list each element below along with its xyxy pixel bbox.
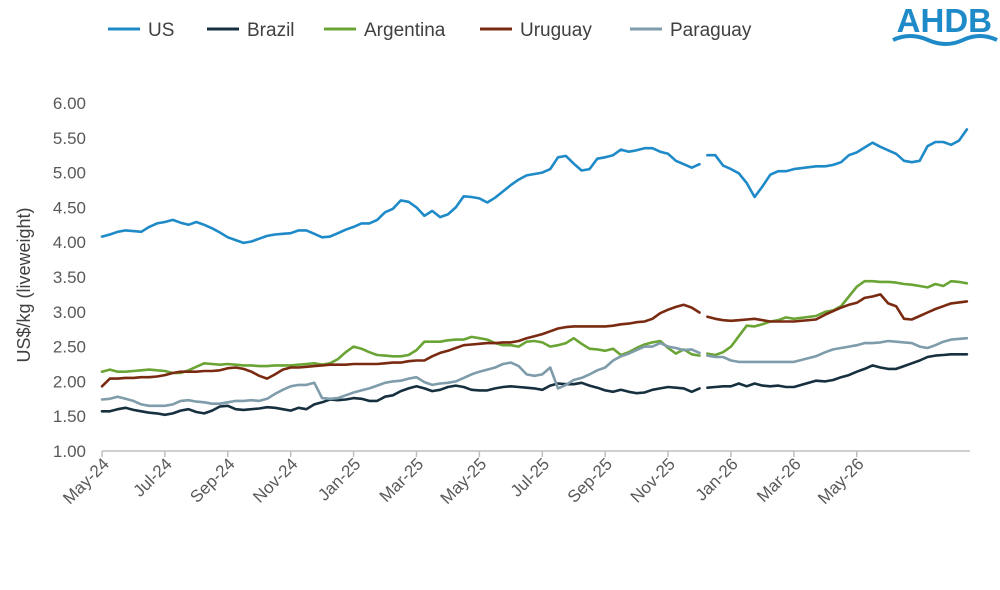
series-line-us-1 — [100, 146, 701, 245]
y-tick-label: 6.00 — [53, 94, 86, 113]
y-tick-label: 3.50 — [53, 268, 86, 287]
x-tick-label: May-26 — [814, 454, 868, 508]
series-line-uruguay-2 — [706, 293, 969, 323]
series-line-uruguay-1 — [100, 303, 701, 388]
y-tick-label: 3.00 — [53, 303, 86, 322]
series-line-us-2 — [706, 128, 969, 199]
x-tick-label: Jul-25 — [507, 454, 553, 500]
series-line-argentina-1 — [100, 335, 701, 375]
x-tick-label: May-24 — [59, 454, 113, 508]
logo-text: AHDB — [897, 2, 992, 39]
x-tick-label: Nov-24 — [249, 454, 301, 506]
y-tick-label: 2.50 — [53, 338, 86, 357]
x-tick-label: Nov-25 — [627, 454, 679, 506]
chart-legend: US Brazil Argentina Uruguay Paraguay — [108, 20, 752, 41]
y-axis-ticks: 6.00 5.50 5.00 4.50 4.00 3.50 3.00 2.50 2.00 1.50… — [53, 94, 86, 461]
series-line-brazil-1 — [100, 381, 701, 417]
x-axis-ticks: May-24 Jul-24 Sep-24 Nov-24 Jan-25 Mar-25 May-… — [59, 451, 868, 508]
y-tick-label: 1.50 — [53, 407, 86, 426]
x-tick-label: Jan-26 — [692, 454, 742, 504]
y-tick-label: 5.50 — [53, 129, 86, 148]
x-tick-label: Mar-25 — [376, 454, 428, 506]
x-tick-label: Jan-25 — [314, 454, 364, 504]
ahdb-logo: AHDB — [892, 2, 998, 46]
legend-label-uruguay: Uruguay — [520, 20, 592, 41]
series-line-paraguay-1 — [100, 341, 701, 408]
y-axis-label: US$/kg (liveweight) — [14, 207, 34, 362]
legend-label-argentina: Argentina — [364, 20, 446, 41]
x-tick-label: Sep-25 — [564, 454, 616, 506]
series-line-paraguay-2 — [706, 336, 969, 364]
legend-label-us: US — [148, 20, 174, 41]
series-line-argentina-2 — [706, 279, 969, 357]
y-tick-label: 2.00 — [53, 372, 86, 391]
series-line-brazil-2 — [706, 353, 969, 389]
x-tick-label: Jul-24 — [130, 454, 176, 500]
y-tick-label: 4.00 — [53, 233, 86, 252]
x-tick-label: Sep-24 — [186, 454, 238, 506]
chart-series — [100, 128, 969, 417]
y-tick-label: 4.50 — [53, 198, 86, 217]
x-tick-label: Mar-26 — [753, 454, 805, 506]
logo-wave-icon — [892, 34, 998, 46]
y-tick-label: 5.00 — [53, 164, 86, 183]
legend-label-paraguay: Paraguay — [670, 20, 752, 41]
y-tick-label: 1.00 — [53, 442, 86, 461]
x-tick-label: May-25 — [437, 454, 491, 508]
legend-label-brazil: Brazil — [247, 20, 295, 41]
